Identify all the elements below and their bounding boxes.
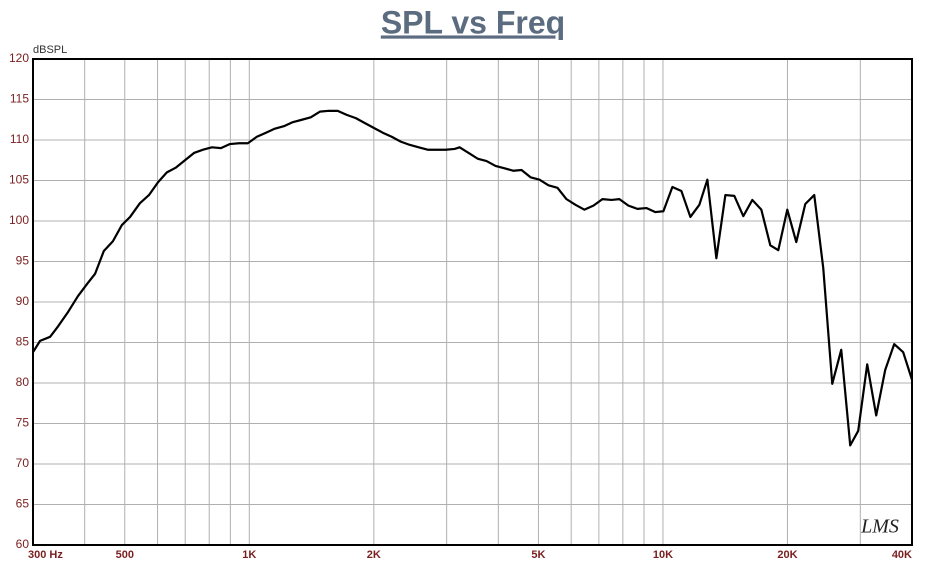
y-tick-label: 95 <box>16 254 30 268</box>
y-tick-label: 105 <box>9 173 29 187</box>
x-tick-label: 2K <box>367 549 381 561</box>
plot-frame <box>32 58 913 546</box>
x-tick-label: 5K <box>531 549 545 561</box>
x-tick-label: 20K <box>777 549 797 561</box>
x-tick-label: 300 Hz <box>28 549 63 561</box>
y-tick-label: 65 <box>16 497 30 511</box>
y-tick-label: 100 <box>9 213 29 227</box>
y-tick-label: 115 <box>10 92 29 106</box>
x-tick-label: 10K <box>653 549 673 561</box>
y-tick-label: 85 <box>16 335 30 349</box>
y-tick-label: 60 <box>16 537 30 551</box>
y-tick-label: 80 <box>16 375 30 389</box>
y-axis-label: dBSPL <box>33 44 67 56</box>
data-line <box>32 109 914 447</box>
y-tick-label: 75 <box>16 416 30 430</box>
x-tick-label: 500 <box>116 549 134 561</box>
y-tick-label: 110 <box>10 132 29 146</box>
x-tick-label: 40K <box>892 549 912 561</box>
logo: LMS <box>860 516 899 538</box>
x-tick-label: 1K <box>242 549 256 561</box>
y-tick-label: 120 <box>9 51 29 65</box>
y-tick-label: 70 <box>16 456 30 470</box>
y-tick-label: 90 <box>16 294 30 308</box>
chart-title: SPL vs Freq <box>381 4 565 40</box>
